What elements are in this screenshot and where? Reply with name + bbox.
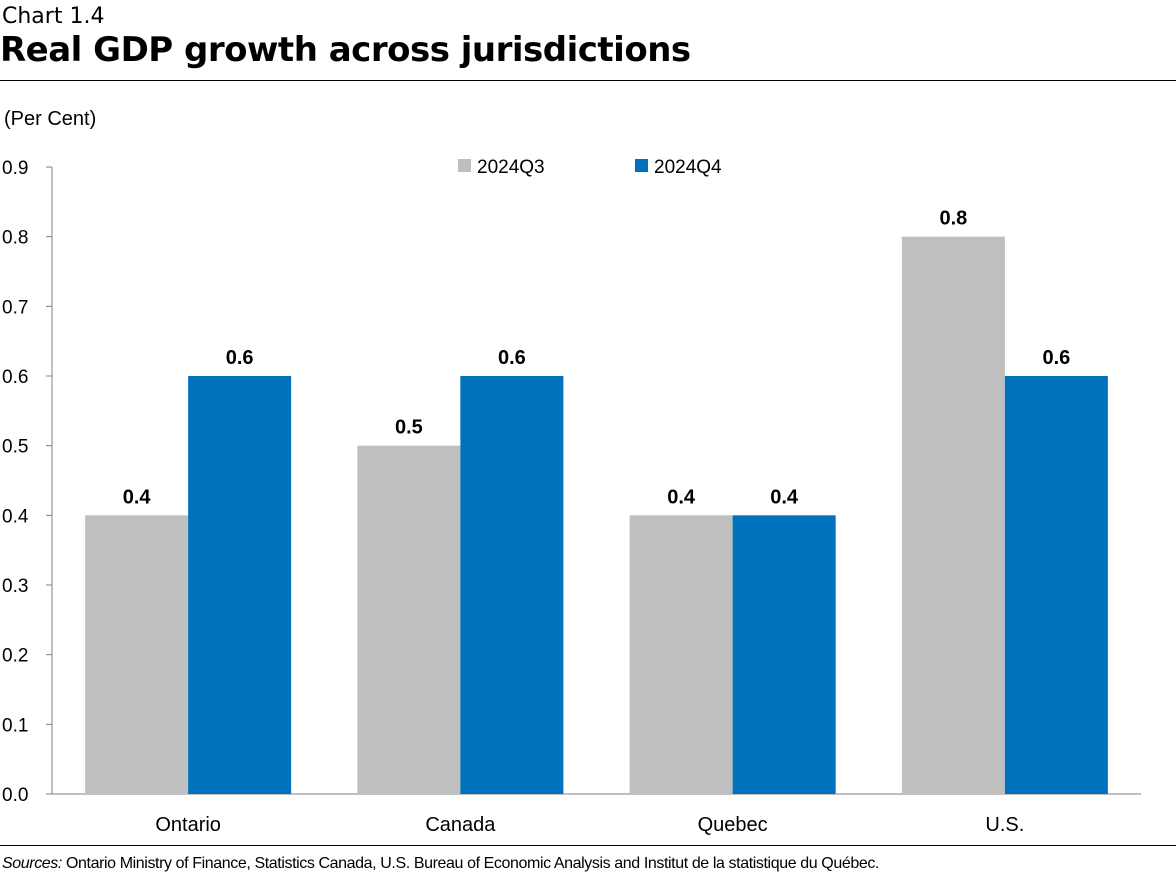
title-divider: [0, 80, 1176, 81]
y-tick-label: 0.2: [2, 646, 28, 667]
y-tick-label: 0.4: [2, 506, 29, 527]
legend-label: 2024Q3: [477, 157, 545, 178]
bar: [1004, 376, 1108, 794]
sources-text: Ontario Ministry of Finance, Statistics …: [61, 855, 879, 872]
y-tick-label: 0.6: [2, 367, 28, 388]
data-label: 0.8: [939, 208, 967, 230]
bar: [629, 515, 733, 794]
data-label: 0.5: [395, 417, 423, 439]
x-category-label: Quebec: [698, 814, 768, 836]
bar: [901, 236, 1005, 795]
data-label: 0.4: [123, 486, 152, 508]
footer-divider: [0, 845, 1176, 846]
x-category-label: Ontario: [155, 814, 221, 836]
data-label: 0.6: [498, 347, 526, 369]
bar: [188, 376, 292, 794]
y-tick-label: 0.3: [2, 576, 28, 597]
data-label: 0.6: [1042, 347, 1070, 369]
data-label: 0.6: [226, 347, 254, 369]
bar: [732, 515, 836, 794]
y-tick-label: 0.7: [2, 297, 28, 318]
sources-prefix: Sources:: [2, 855, 62, 872]
bar-chart: 0.0 0.1 0.2 0.3 0.4 0.5 0.6 0.7 0.8 0.9 0.4 0.6 Onta…: [2, 157, 1141, 836]
x-category-label: Canada: [425, 814, 496, 836]
data-label: 0.4: [770, 486, 799, 508]
chart-number: Chart 1.4: [2, 4, 105, 29]
data-label: 0.4: [667, 486, 696, 508]
bar: [460, 376, 564, 794]
legend-swatch: [458, 159, 471, 172]
bar: [85, 515, 189, 794]
legend-label: 2024Q4: [654, 157, 722, 178]
bar: [357, 445, 461, 794]
y-axis-unit-label: (Per Cent): [4, 108, 97, 130]
sources-note: Sources: Ontario Ministry of Finance, St…: [2, 855, 879, 873]
y-tick-label: 0.5: [2, 437, 28, 458]
y-tick-label: 0.9: [2, 158, 28, 179]
y-tick-label: 0.0: [2, 785, 28, 806]
y-tick-label: 0.1: [2, 715, 28, 736]
legend-swatch: [635, 159, 648, 172]
y-tick-label: 0.8: [2, 228, 28, 249]
x-category-label: U.S.: [985, 814, 1024, 836]
chart-title: Real GDP growth across jurisdictions: [0, 30, 691, 70]
